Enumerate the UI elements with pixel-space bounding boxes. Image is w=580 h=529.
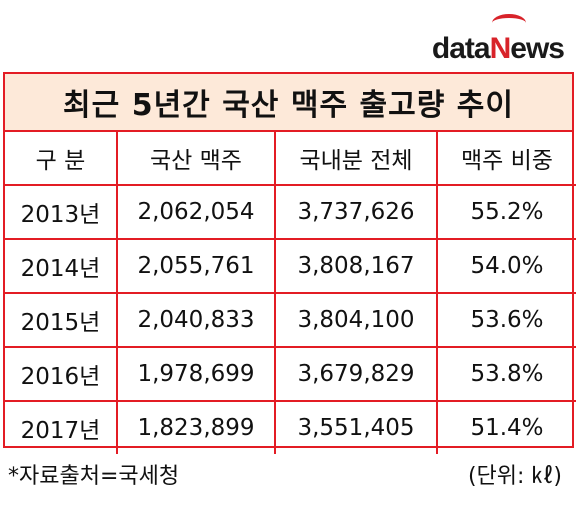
table-row: 2015년 2,040,833 3,804,100 53.6% [5,293,576,348]
cell-year: 2017년 [5,401,118,454]
header-beer-share: 맥주 비중 [437,132,576,186]
cell-domestic-total: 3,551,405 [275,401,438,454]
cell-domestic-beer: 2,040,833 [117,293,276,348]
table-row: 2013년 2,062,054 3,737,626 55.2% [5,185,576,240]
cell-year: 2013년 [5,185,118,240]
cell-domestic-total: 3,804,100 [275,293,438,348]
cell-year: 2016년 [5,347,118,402]
table-footer: *자료출처=국세청 (단위: ㎘) [8,458,562,490]
cell-domestic-beer: 1,978,699 [117,347,276,402]
header-category: 구 분 [5,132,118,186]
cell-domestic-total: 3,679,829 [275,347,438,402]
logo-arc-icon [492,14,526,32]
cell-domestic-beer: 1,823,899 [117,401,276,454]
cell-domestic-beer: 2,062,054 [117,185,276,240]
cell-beer-share: 53.8% [437,347,576,402]
cell-domestic-total: 3,808,167 [275,239,438,294]
cell-beer-share: 53.6% [437,293,576,348]
header-domestic-total: 국내분 전체 [275,132,438,186]
cell-domestic-total: 3,737,626 [275,185,438,240]
cell-domestic-beer: 2,055,761 [117,239,276,294]
source-note: *자료출처=국세청 [8,464,180,489]
header-row: 구 분 국산 맥주 국내분 전체 맥주 비중 [5,132,576,186]
cell-year: 2014년 [5,239,118,294]
cell-beer-share: 51.4% [470,415,544,441]
unit-note: (단위: ㎘) [467,464,562,489]
cell-year: 2015년 [5,293,118,348]
table-row: 2017년 1,823,899 3,551,405 51.4% [5,401,576,454]
header-domestic-beer: 국산 맥주 [117,132,276,186]
cell-beer-share: 54.0% [437,239,576,294]
cell-beer-share: 55.2% [437,185,576,240]
table-title: 최근 5년간 국산 맥주 출고량 추이 [5,74,572,132]
data-table: 구 분 국산 맥주 국내분 전체 맥주 비중 2013년 2,062,054 3… [5,132,576,454]
table-row: 2014년 2,055,761 3,808,167 54.0% [5,239,576,294]
beer-shipment-table: 최근 5년간 국산 맥주 출고량 추이 구 분 국산 맥주 국내분 전체 맥주 … [3,72,576,454]
table-row: 2016년 1,978,699 3,679,829 53.8% [5,347,576,402]
